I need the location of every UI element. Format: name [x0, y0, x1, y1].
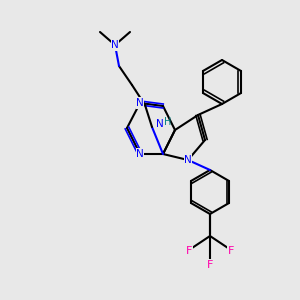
Text: H: H [164, 117, 172, 127]
Text: N: N [111, 40, 119, 50]
Text: N: N [156, 119, 164, 129]
Text: F: F [228, 246, 234, 256]
Text: N: N [184, 155, 192, 165]
Text: F: F [186, 246, 192, 256]
Text: N: N [136, 98, 144, 108]
Text: F: F [207, 260, 213, 270]
Text: N: N [136, 149, 144, 159]
